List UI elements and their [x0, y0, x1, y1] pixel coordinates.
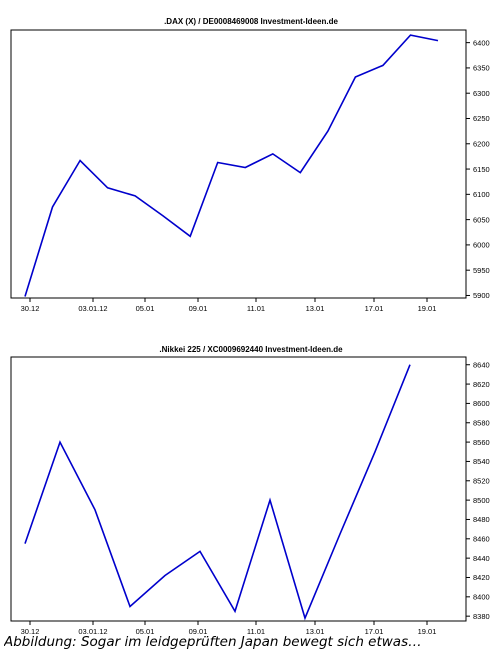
dax-y-tick-label: 6150	[473, 165, 490, 174]
nikkei-y-tick-label: 8580	[473, 418, 490, 427]
dax-y-tick-label: 6350	[473, 64, 490, 73]
nikkei-x-tick-label: 30.12	[21, 627, 40, 636]
nikkei-x-tick-label: 17.01	[365, 627, 384, 636]
dax-x-tick-label: 09.01	[189, 304, 208, 313]
dax-y-tick-label: 6000	[473, 241, 490, 250]
dax-x-axis: 30.12 03.01.12 05.01 09.01 11.01 13.01 17.01 19…	[21, 298, 437, 313]
nikkei-y-tick-label: 8380	[473, 612, 490, 621]
nikkei-y-tick-label: 8560	[473, 438, 490, 447]
nikkei-y-tick-label: 8520	[473, 476, 490, 485]
dax-x-tick-label: 03.01.12	[78, 304, 107, 313]
nikkei-y-tick-label: 8600	[473, 399, 490, 408]
dax-x-tick-label: 05.01	[136, 304, 155, 313]
dax-y-tick-label: 6300	[473, 89, 490, 98]
dax-y-tick-label: 5900	[473, 291, 490, 300]
dax-x-tick-label: 13.01	[306, 304, 325, 313]
nikkei-y-tick-label: 8460	[473, 535, 490, 544]
figure-caption: Abbildung: Sogar im leidgeprüften Japan …	[4, 634, 422, 650]
nikkei-x-tick-label: 03.01.12	[78, 627, 107, 636]
nikkei-plot-frame	[10, 356, 467, 622]
nikkei-x-tick-label: 13.01	[306, 627, 325, 636]
nikkei-y-tick-label: 8620	[473, 380, 490, 389]
nikkei-x-axis: 30.12 03.01.12 05.01 09.01 11.01 13.01 17.01 19…	[21, 621, 437, 636]
nikkei-y-axis: 8380 8400 8420 8440 8460 8480 8500 8520 8540 8560…	[466, 360, 490, 621]
dax-y-tick-label: 6050	[473, 215, 490, 224]
dax-x-tick-label: 11.01	[247, 304, 265, 313]
dax-y-tick-label: 6100	[473, 190, 490, 199]
nikkei-y-tick-label: 8440	[473, 554, 490, 563]
dax-x-tick-label: 19.01	[418, 304, 437, 313]
dax-y-tick-label: 6400	[473, 38, 490, 47]
dax-y-tick-label: 5950	[473, 266, 490, 275]
nikkei-y-tick-label: 8480	[473, 515, 490, 524]
nikkei-x-tick-label: 11.01	[247, 627, 265, 636]
dax-y-tick-label: 6200	[473, 139, 490, 148]
nikkei-chart-title: .Nikkei 225 / XC0009692440 Investment-Id…	[159, 345, 343, 354]
dax-x-tick-label: 30.12	[21, 304, 40, 313]
nikkei-x-tick-label: 05.01	[136, 627, 155, 636]
nikkei-y-tick-label: 8640	[473, 360, 490, 369]
nikkei-y-tick-label: 8420	[473, 573, 490, 582]
dax-chart: .DAX (X) / DE0008469008 Investment-Ideen…	[10, 17, 490, 313]
nikkei-x-tick-label: 09.01	[189, 627, 208, 636]
nikkei-y-tick-label: 8540	[473, 457, 490, 466]
nikkei-y-tick-label: 8500	[473, 496, 490, 505]
dax-plot-frame	[10, 29, 467, 299]
dax-series-line	[24, 34, 439, 297]
dax-y-tick-label: 6250	[473, 114, 490, 123]
nikkei-series-line	[24, 364, 411, 621]
nikkei-y-tick-label: 8400	[473, 593, 490, 602]
dax-y-axis: 5900 5950 6000 6050 6100 6150 6200 6250 6300 6350…	[466, 38, 490, 300]
nikkei-x-tick-label: 19.01	[418, 627, 437, 636]
dax-x-tick-label: 17.01	[365, 304, 384, 313]
nikkei-chart: .Nikkei 225 / XC0009692440 Investment-Id…	[10, 345, 490, 636]
dax-chart-title: .DAX (X) / DE0008469008 Investment-Ideen…	[164, 17, 338, 26]
